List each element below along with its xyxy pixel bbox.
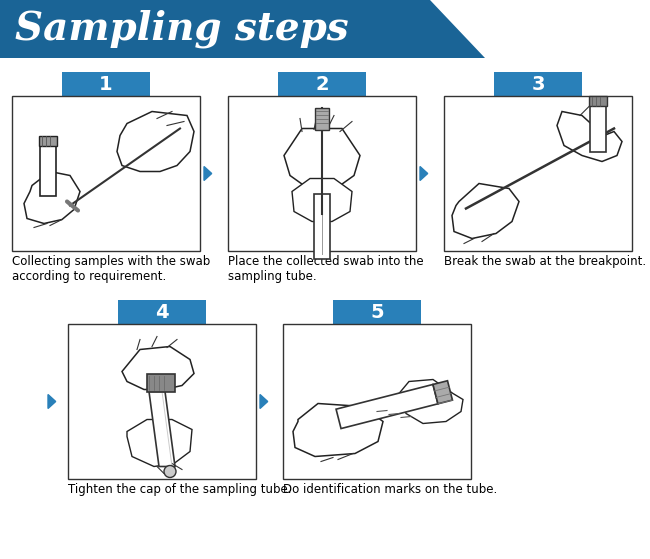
Bar [314,193,330,258]
Circle shape [164,466,176,477]
Bar [62,72,150,96]
Polygon shape [204,167,212,181]
Text: Do identification marks on the tube.: Do identification marks on the tube. [283,483,497,496]
Polygon shape [430,0,650,58]
Polygon shape [433,381,452,404]
Text: Collecting samples with the swab
according to requirement.: Collecting samples with the swab accordi… [12,255,210,283]
Bar [315,108,329,130]
Text: Break the swab at the breakpoint.: Break the swab at the breakpoint. [444,255,646,268]
Polygon shape [399,380,463,424]
Bar [494,72,582,96]
Polygon shape [557,111,622,162]
Text: Sampling steps: Sampling steps [15,10,348,48]
Bar [283,324,471,479]
Polygon shape [420,167,428,181]
Polygon shape [284,129,360,188]
Polygon shape [127,419,192,467]
Bar [590,103,606,151]
Bar [147,373,175,391]
Bar [118,300,206,324]
Polygon shape [149,391,175,467]
Polygon shape [336,385,438,429]
Bar [278,72,366,96]
Bar [12,96,200,251]
Text: 1: 1 [99,74,113,93]
Text: 3: 3 [531,74,545,93]
Polygon shape [293,404,383,457]
Bar [68,324,256,479]
Bar [589,96,607,106]
Bar [39,135,57,145]
Text: Tighten the cap of the sampling tube.: Tighten the cap of the sampling tube. [68,483,291,496]
Text: 2: 2 [315,74,329,93]
Polygon shape [292,178,352,221]
Polygon shape [117,111,194,172]
Bar [444,96,632,251]
Polygon shape [48,395,56,409]
Polygon shape [24,172,80,224]
Text: 5: 5 [370,302,383,321]
Polygon shape [122,347,194,390]
Bar [0,0,650,58]
Bar [333,300,421,324]
Text: 4: 4 [155,302,169,321]
Polygon shape [452,183,519,239]
Polygon shape [260,395,268,409]
Bar [228,96,416,251]
Bar [40,144,56,196]
Text: Place the collected swab into the
sampling tube.: Place the collected swab into the sampli… [228,255,424,283]
